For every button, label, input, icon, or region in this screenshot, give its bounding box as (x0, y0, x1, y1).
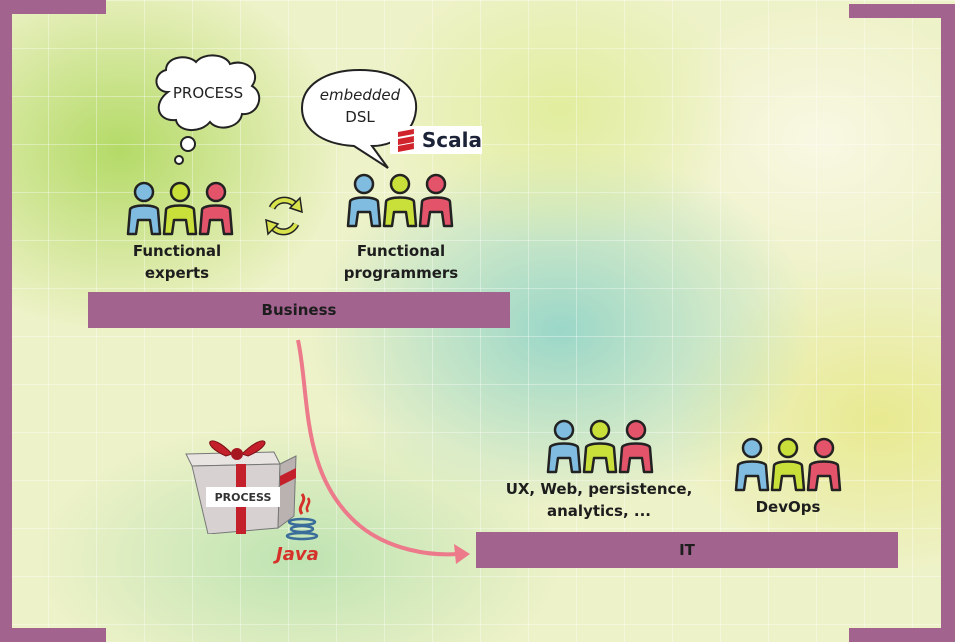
devops-label: DevOps (755, 498, 821, 516)
speech-bubble (300, 68, 418, 169)
frame-top-right-h (849, 4, 955, 18)
it-bar: IT (476, 532, 898, 568)
ux-web-people (546, 419, 654, 474)
ux-web-label: UX, Web, persistence, analytics, ... (496, 478, 702, 522)
frame-bottom-left-h (0, 628, 106, 642)
scala-logo: Scala (390, 126, 482, 154)
functional-programmers-line2: programmers (343, 264, 459, 282)
functional-experts-label: Functional experts (112, 240, 242, 284)
functional-programmers-people (346, 173, 454, 228)
gift-label: PROCESS (206, 487, 280, 507)
speech-bubble-line1: embedded (319, 86, 401, 104)
functional-programmers-label: Functional programmers (336, 240, 466, 284)
functional-experts-line1: Functional (132, 242, 222, 260)
business-bar: Business (88, 292, 510, 328)
speech-bubble-line2: DSL (345, 108, 375, 126)
thought-bubble-text: PROCESS (172, 84, 244, 102)
frame-bottom-right-h (849, 628, 955, 642)
frame-right (941, 4, 955, 642)
frame-left (0, 0, 12, 642)
business-bar-label: Business (261, 301, 337, 319)
thought-bubble (155, 54, 261, 165)
it-bar-label: IT (679, 541, 695, 559)
ux-web-line2: analytics, ... (547, 502, 651, 520)
cycle-arrows-icon (265, 196, 303, 236)
frame-top-left-h (0, 0, 106, 14)
functional-experts-people (126, 181, 234, 236)
scala-logo-text: Scala (421, 128, 482, 152)
scala-icon (397, 129, 414, 152)
functional-programmers-line1: Functional (356, 242, 446, 260)
java-icon (285, 493, 319, 541)
java-logo-text: Java (276, 544, 319, 565)
curved-arrow (296, 339, 470, 564)
ux-web-line1: UX, Web, persistence, (505, 480, 693, 498)
functional-experts-line2: experts (144, 264, 210, 282)
devops-people (734, 437, 842, 492)
